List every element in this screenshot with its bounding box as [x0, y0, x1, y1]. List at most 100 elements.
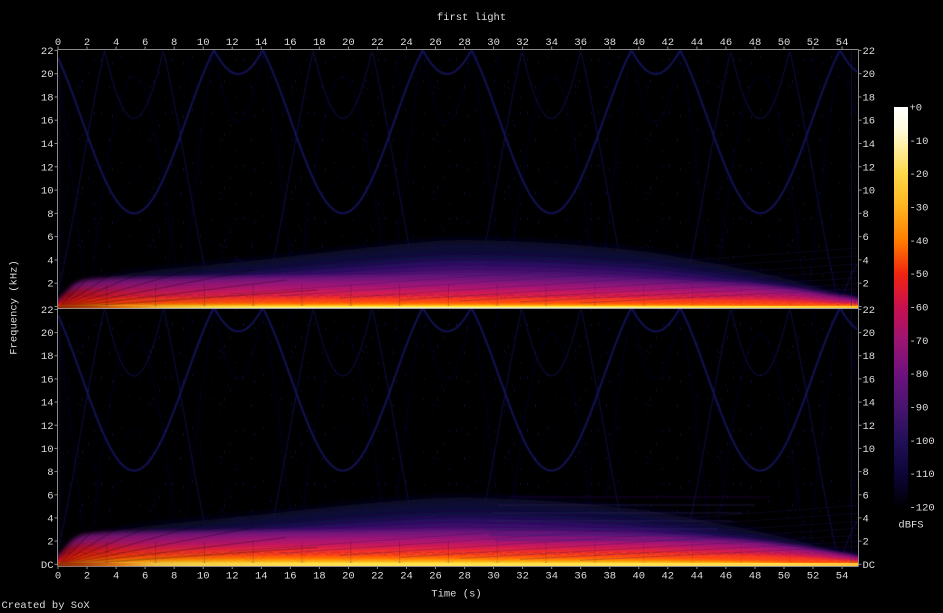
svg-text:38: 38: [603, 37, 616, 49]
svg-text:-70: -70: [910, 336, 929, 348]
svg-text:20: 20: [342, 571, 355, 583]
svg-text:18: 18: [41, 93, 54, 105]
svg-text:30: 30: [487, 571, 500, 583]
svg-text:8: 8: [47, 209, 53, 221]
svg-text:22: 22: [863, 46, 876, 58]
svg-text:4: 4: [863, 255, 869, 267]
svg-text:52: 52: [807, 571, 820, 583]
svg-text:20: 20: [863, 328, 876, 340]
svg-text:-90: -90: [910, 403, 929, 415]
svg-text:4: 4: [113, 37, 119, 49]
svg-text:10: 10: [863, 186, 876, 198]
svg-text:36: 36: [574, 571, 587, 583]
svg-text:20: 20: [41, 69, 54, 81]
svg-text:18: 18: [863, 93, 876, 105]
svg-text:10: 10: [197, 37, 210, 49]
svg-text:-120: -120: [910, 503, 935, 515]
svg-text:6: 6: [142, 37, 148, 49]
svg-text:22: 22: [863, 305, 876, 317]
svg-text:2: 2: [863, 279, 869, 291]
svg-text:26: 26: [429, 37, 442, 49]
svg-text:4: 4: [863, 513, 869, 525]
svg-text:-30: -30: [910, 203, 929, 215]
svg-text:46: 46: [720, 571, 733, 583]
svg-text:18: 18: [41, 351, 54, 363]
svg-text:14: 14: [863, 398, 876, 410]
svg-text:24: 24: [400, 37, 413, 49]
svg-text:6: 6: [47, 490, 53, 502]
svg-text:42: 42: [661, 37, 674, 49]
svg-text:24: 24: [400, 571, 413, 583]
svg-text:22: 22: [371, 37, 384, 49]
svg-text:20: 20: [342, 37, 355, 49]
svg-text:-100: -100: [910, 436, 935, 448]
svg-text:16: 16: [863, 116, 876, 128]
svg-text:-80: -80: [910, 369, 929, 381]
svg-text:10: 10: [863, 444, 876, 456]
svg-text:18: 18: [313, 571, 326, 583]
svg-text:8: 8: [47, 467, 53, 479]
svg-text:50: 50: [778, 37, 791, 49]
svg-text:4: 4: [113, 571, 119, 583]
svg-text:-10: -10: [910, 136, 929, 148]
svg-text:14: 14: [255, 37, 268, 49]
svg-text:54: 54: [836, 37, 849, 49]
svg-text:8: 8: [171, 571, 177, 583]
svg-text:34: 34: [545, 37, 558, 49]
svg-text:22: 22: [41, 305, 54, 317]
svg-text:12: 12: [863, 162, 876, 174]
svg-text:16: 16: [41, 116, 54, 128]
svg-text:4: 4: [47, 255, 53, 267]
svg-text:8: 8: [863, 467, 869, 479]
svg-text:14: 14: [41, 139, 54, 151]
svg-text:46: 46: [720, 37, 733, 49]
svg-text:2: 2: [863, 537, 869, 549]
svg-text:Created by SoX: Created by SoX: [2, 600, 91, 612]
svg-text:16: 16: [41, 374, 54, 386]
svg-text:Time (s): Time (s): [431, 589, 481, 601]
svg-text:-40: -40: [910, 236, 929, 248]
svg-text:0: 0: [55, 571, 61, 583]
svg-text:12: 12: [226, 37, 239, 49]
svg-text:20: 20: [863, 69, 876, 81]
svg-text:2: 2: [47, 279, 53, 291]
svg-text:44: 44: [691, 571, 704, 583]
svg-text:2: 2: [84, 37, 90, 49]
svg-text:2: 2: [84, 571, 90, 583]
svg-text:18: 18: [863, 351, 876, 363]
svg-text:32: 32: [516, 571, 529, 583]
svg-text:6: 6: [47, 232, 53, 244]
svg-text:42: 42: [661, 571, 674, 583]
svg-text:50: 50: [778, 571, 791, 583]
svg-text:38: 38: [603, 571, 616, 583]
svg-text:12: 12: [226, 571, 239, 583]
svg-text:10: 10: [197, 571, 210, 583]
svg-text:8: 8: [863, 209, 869, 221]
svg-text:12: 12: [41, 421, 54, 433]
svg-text:28: 28: [458, 571, 471, 583]
svg-text:6: 6: [863, 490, 869, 502]
svg-text:Frequency (kHz): Frequency (kHz): [9, 260, 21, 355]
svg-text:16: 16: [284, 37, 297, 49]
svg-text:12: 12: [41, 162, 54, 174]
svg-text:-110: -110: [910, 469, 935, 481]
svg-text:first light: first light: [437, 12, 506, 24]
svg-text:14: 14: [41, 398, 54, 410]
svg-text:22: 22: [41, 46, 54, 58]
svg-text:20: 20: [41, 328, 54, 340]
svg-text:14: 14: [863, 139, 876, 151]
svg-text:16: 16: [284, 571, 297, 583]
svg-text:54: 54: [836, 571, 849, 583]
svg-text:28: 28: [458, 37, 471, 49]
svg-text:4: 4: [47, 513, 53, 525]
svg-text:30: 30: [487, 37, 500, 49]
svg-text:dBFS: dBFS: [898, 520, 923, 532]
svg-text:16: 16: [863, 374, 876, 386]
svg-text:DC: DC: [41, 560, 54, 572]
svg-text:44: 44: [691, 37, 704, 49]
svg-text:34: 34: [545, 571, 558, 583]
svg-text:48: 48: [749, 571, 762, 583]
svg-text:12: 12: [863, 421, 876, 433]
svg-text:DC: DC: [863, 560, 876, 572]
svg-text:52: 52: [807, 37, 820, 49]
